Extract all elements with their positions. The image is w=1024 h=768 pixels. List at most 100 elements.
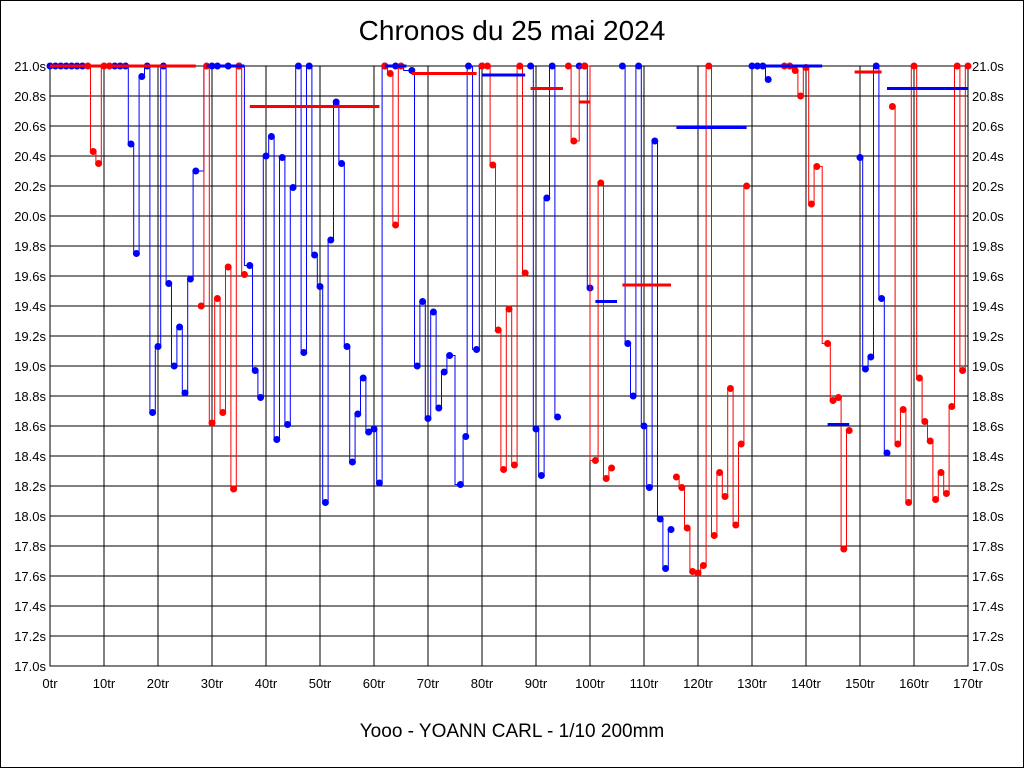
data-point-blue [473,346,481,353]
data-point-red [829,397,837,404]
data-point-red [926,437,934,445]
data-point-blue [181,389,189,397]
data-point-blue [267,133,275,140]
data-point-red [807,200,815,208]
data-point-red [797,92,805,100]
y-tick-label-left: 18.4s [14,449,46,464]
data-point-red [494,326,502,334]
data-point-blue [867,353,875,361]
data-point-red [505,305,513,313]
x-tick-label: 150tr [845,676,875,691]
data-point-blue [370,425,378,433]
data-point-blue [251,367,259,374]
data-point-red [483,62,491,70]
data-point-red [737,440,745,448]
x-tick-label: 160tr [899,676,929,691]
data-point-blue [861,365,869,373]
x-tick-label: 140tr [791,676,821,691]
data-point-red [905,499,913,506]
data-point-blue [311,251,319,259]
y-tick-label-left: 17.6s [14,569,46,584]
data-point-blue [883,449,891,457]
data-point-red [597,179,605,187]
y-tick-label-right: 19.8s [972,239,1004,254]
data-point-blue [375,479,383,487]
y-tick-label-right: 19.2s [972,329,1004,344]
x-tick-label: 80tr [471,676,494,691]
data-point-blue [543,194,551,202]
data-point-blue [554,413,562,421]
x-tick-label: 30tr [201,676,224,691]
data-point-blue [332,98,340,106]
data-point-blue [154,343,162,350]
data-point-red [208,419,216,427]
data-point-red [213,295,221,302]
y-tick-label-left: 21.0s [14,59,46,74]
data-point-red [894,440,902,448]
y-tick-label-left: 19.6s [14,269,46,284]
data-point-blue [246,262,254,269]
y-tick-label-right: 20.4s [972,149,1004,164]
y-tick-label-left: 17.0s [14,659,46,674]
data-point-red [608,464,616,472]
data-point-blue [257,394,265,401]
data-point-blue [440,368,448,376]
data-point-blue [435,404,443,412]
data-point-red [699,562,707,569]
data-point-blue [645,484,653,491]
y-tick-label-left: 20.0s [14,209,46,224]
data-point-red [937,469,945,476]
data-point-blue [656,515,664,523]
y-tick-label-left: 19.2s [14,329,46,344]
x-tick-label: 100tr [575,676,605,691]
y-tick-label-right: 17.4s [972,599,1004,614]
data-point-red [581,62,589,70]
data-point-blue [176,323,184,331]
data-point-red [489,161,497,169]
data-point-red [591,457,599,464]
data-point-blue [132,250,140,257]
x-tick-label: 70tr [417,676,440,691]
data-point-red [915,374,923,382]
data-point-blue [321,499,329,506]
data-point-red [694,569,702,577]
data-point-blue [338,160,346,167]
x-tick-label: 10tr [93,676,116,691]
data-point-red [386,70,394,77]
data-point-red [689,568,697,575]
data-point-red [230,485,238,493]
x-tick-label: 110tr [630,676,659,691]
y-tick-label-left: 20.2s [14,179,46,194]
y-tick-label-right: 19.6s [972,269,1004,284]
data-point-blue [640,422,648,430]
data-point-red [197,302,205,310]
y-tick-label-right: 17.2s [972,629,1004,644]
data-point-blue [764,76,772,83]
data-point-blue [348,458,356,466]
x-tick-label: 60tr [363,676,386,691]
data-point-red [743,182,751,190]
y-tick-label-right: 20.0s [972,209,1004,224]
data-point-blue [624,340,632,347]
y-tick-label-right: 17.8s [972,539,1004,554]
y-tick-label-right: 18.6s [972,419,1004,434]
data-point-blue [149,409,157,416]
data-point-blue [635,62,643,70]
y-tick-label-right: 21.0s [972,59,1004,74]
data-point-red [888,103,896,110]
y-tick-label-right: 18.2s [972,479,1004,494]
y-tick-label-right: 20.2s [972,179,1004,194]
x-tick-label: 170tr [953,676,983,691]
x-tick-label: 50tr [309,676,332,691]
y-tick-label-left: 17.2s [14,629,46,644]
y-tick-label-right: 19.0s [972,359,1004,374]
data-point-blue [127,140,135,148]
data-point-red [834,394,842,401]
data-point-blue [429,308,437,316]
data-point-red [732,521,740,529]
data-point-blue [305,62,313,70]
x-tick-label: 40tr [255,676,278,691]
data-point-red [602,475,610,482]
data-point-blue [343,343,351,350]
